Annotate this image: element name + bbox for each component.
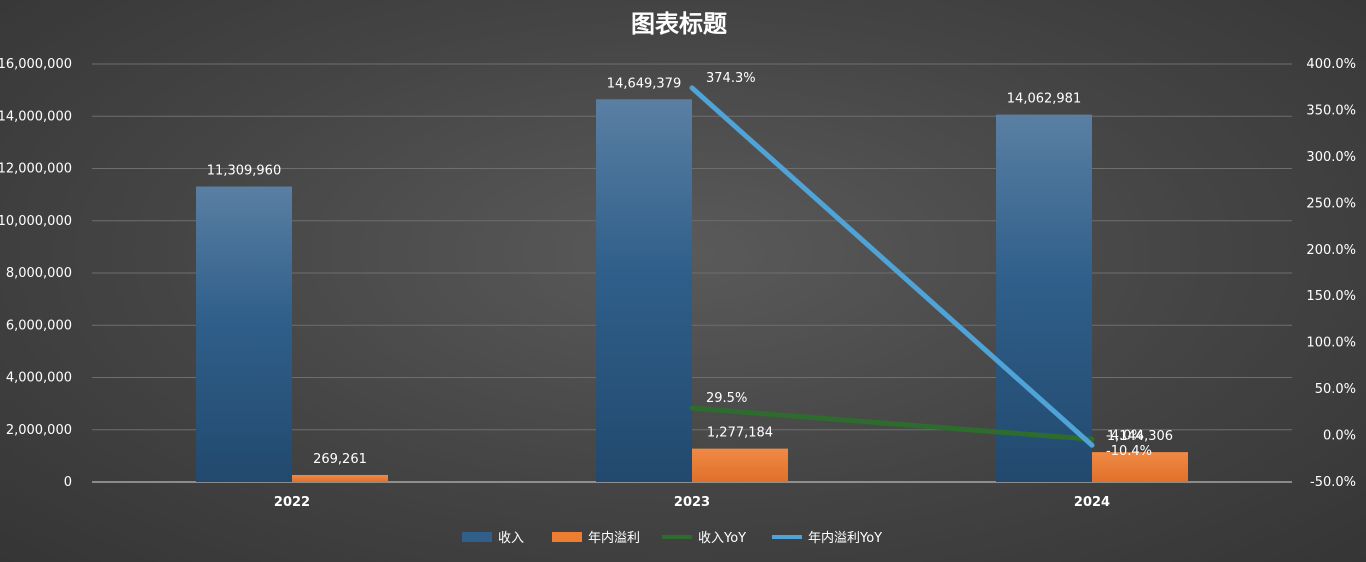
bars: [196, 99, 1188, 483]
right-tick-label: -50.0%: [1310, 475, 1356, 490]
right-tick-label: 50.0%: [1315, 382, 1356, 397]
legend[interactable]: 收入 年内溢利 收入YoY 年内溢利YoY: [462, 530, 882, 546]
right-tick-label: 400.0%: [1306, 57, 1356, 72]
legend-label: 年内溢利YoY: [808, 530, 882, 546]
left-tick-label: 4,000,000: [6, 371, 72, 386]
right-tick-label: 0.0%: [1323, 429, 1356, 444]
left-tick-label: 2,000,000: [6, 423, 72, 438]
legend-label: 收入: [498, 531, 524, 546]
legend-item[interactable]: 年内溢利YoY: [772, 530, 882, 546]
left-tick-label: 8,000,000: [6, 266, 72, 281]
right-tick-label: 300.0%: [1306, 150, 1356, 165]
bar-data-label: 1,144,306: [1107, 429, 1173, 444]
bar-data-label: 11,309,960: [207, 164, 281, 179]
bar-profit: [1092, 452, 1188, 482]
left-tick-label: 10,000,000: [0, 214, 72, 229]
data-labels: 11,309,960 14,649,379 14,062,981 269,261 1,2…: [207, 71, 1173, 467]
left-tick-label: 14,000,000: [0, 109, 72, 124]
category-label: 2024: [1074, 495, 1110, 510]
left-tick-label: 6,000,000: [6, 318, 72, 333]
bar-revenue: [996, 114, 1092, 483]
legend-swatch: [462, 532, 492, 542]
legend-item[interactable]: 收入: [462, 531, 524, 546]
line-data-label: 374.3%: [706, 71, 756, 86]
bar-profit: [292, 474, 388, 482]
left-tick-label: 0: [64, 475, 72, 490]
lines: [689, 85, 1095, 448]
category-label: 2023: [674, 495, 710, 510]
left-tick-label: 12,000,000: [0, 162, 72, 177]
legend-label: 年内溢利: [588, 530, 640, 546]
bar-data-label: 14,649,379: [607, 76, 681, 91]
legend-item[interactable]: 年内溢利: [552, 530, 640, 546]
bar-revenue: [196, 186, 292, 483]
bar-data-label: 14,062,981: [1007, 92, 1081, 107]
right-tick-label: 250.0%: [1306, 196, 1356, 211]
legend-item[interactable]: 收入YoY: [662, 531, 746, 546]
right-tick-label: 100.0%: [1306, 336, 1356, 351]
right-tick-label: 150.0%: [1306, 289, 1356, 304]
line-profit-yoy: [689, 85, 1095, 448]
legend-swatch: [552, 532, 582, 542]
legend-label: 收入YoY: [698, 531, 746, 546]
bar-data-label: 1,277,184: [707, 426, 773, 441]
right-axis-ticks: -50.0% 0.0% 50.0% 100.0% 150.0% 200.0% 250.0% 3…: [1306, 57, 1356, 490]
right-tick-label: 350.0%: [1306, 103, 1356, 118]
left-axis-ticks: 0 2,000,000 4,000,000 6,000,000 8,000,000 10,…: [0, 57, 72, 490]
line-data-label: -10.4%: [1106, 444, 1152, 459]
category-labels: 2022 2023 2024: [274, 495, 1110, 510]
bar-data-label: 269,261: [313, 452, 367, 467]
chart-title: 图表标题: [631, 10, 727, 38]
bar-profit: [692, 448, 788, 482]
bar-revenue: [596, 99, 692, 482]
line-data-label: 29.5%: [706, 391, 747, 406]
left-tick-label: 16,000,000: [0, 57, 72, 72]
category-label: 2022: [274, 495, 310, 510]
line-data-label: -4.0%: [1106, 428, 1144, 443]
line-revenue-yoy: [689, 405, 1095, 442]
right-tick-label: 200.0%: [1306, 243, 1356, 258]
